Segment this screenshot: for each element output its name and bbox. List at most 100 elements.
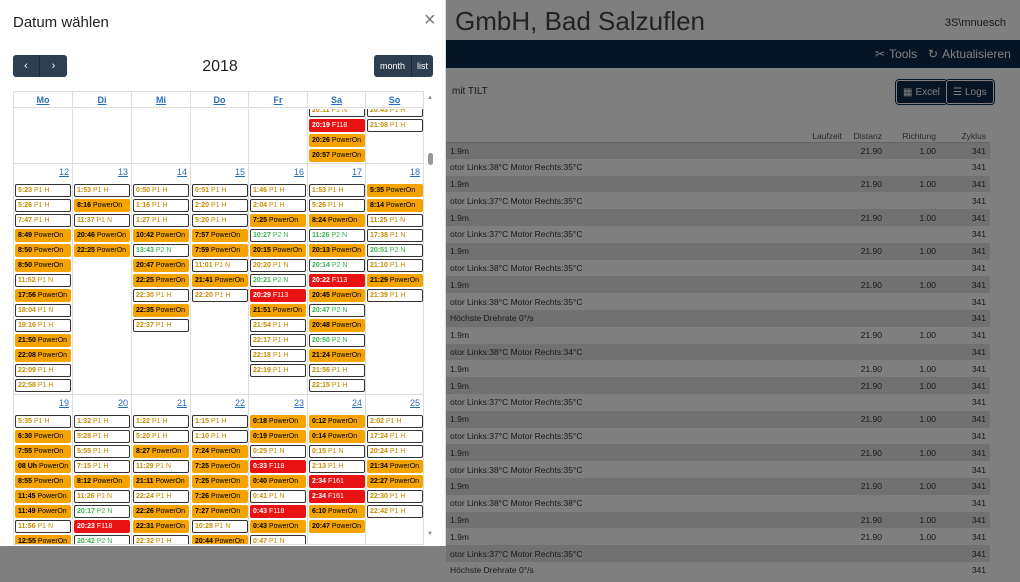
calendar-event[interactable]: 5:35 P1 H xyxy=(15,415,71,428)
calendar-event[interactable]: 20:51 P2 N xyxy=(367,244,423,257)
calendar-day-cell[interactable]: 22 1:15 P1 H 1:10 P1 H 7:24 PowerOn 7:25 Pow… xyxy=(191,395,249,544)
calendar-event[interactable]: 2:34 F161 xyxy=(309,475,365,488)
calendar-event[interactable]: 22:08 PowerOn xyxy=(15,349,71,362)
calendar-event[interactable]: 20:29 F113 xyxy=(250,289,306,302)
calendar-event[interactable]: 11:52 P1 N xyxy=(15,274,71,287)
calendar-event[interactable]: 0:14 PowerOn xyxy=(309,430,365,443)
calendar-event[interactable]: 0:25 P1 N xyxy=(250,445,306,458)
prev-button[interactable]: ‹ xyxy=(13,55,40,77)
calendar-event[interactable]: 21:41 PowerOn xyxy=(192,274,248,287)
calendar-event[interactable]: 17:38 P1 N xyxy=(367,229,423,242)
calendar-event[interactable]: 21:24 PowerOn xyxy=(309,349,365,362)
day-number[interactable]: 25 xyxy=(409,398,420,408)
calendar-event[interactable]: 11:29 P1 N xyxy=(133,460,189,473)
calendar-event[interactable]: 22:25 PowerOn xyxy=(133,274,189,287)
weekday-header[interactable]: So xyxy=(366,92,423,108)
calendar-event[interactable]: 8:24 PowerOn xyxy=(309,214,365,227)
day-number[interactable]: 18 xyxy=(409,167,420,177)
calendar-event[interactable]: 8:55 PowerOn xyxy=(15,475,71,488)
calendar-event[interactable]: 20:15 PowerOn xyxy=(250,244,306,257)
calendar-event[interactable]: 5:35 PowerOn xyxy=(367,184,423,197)
calendar-event[interactable]: 21:39 P1 H xyxy=(367,289,423,302)
calendar-event[interactable]: 2:13 P1 H xyxy=(309,460,365,473)
calendar-event[interactable]: 22:32 P1 H xyxy=(133,535,189,544)
calendar-event[interactable]: 22:24 P1 H xyxy=(133,490,189,503)
calendar-event[interactable]: 7:59 PowerOn xyxy=(192,244,248,257)
calendar-event[interactable]: 17:24 P1 H xyxy=(367,430,423,443)
calendar-event[interactable]: 5:23 P1 H xyxy=(15,184,71,197)
calendar-event[interactable]: 21:29 PowerOn xyxy=(367,274,423,287)
calendar-event[interactable]: 1:53 P1 H xyxy=(309,184,365,197)
calendar-event[interactable]: 20:17 P2 N xyxy=(74,505,130,518)
calendar-event[interactable]: 7:25 PowerOn xyxy=(250,214,306,227)
calendar-scrollbar[interactable]: ▲ ▼ xyxy=(426,91,436,545)
calendar-event[interactable]: 7:15 P1 H xyxy=(74,460,130,473)
calendar-event[interactable]: 1:27 P1 H xyxy=(133,214,189,227)
day-number[interactable]: 24 xyxy=(351,398,362,408)
calendar-event[interactable]: 7:47 P1 H xyxy=(15,214,71,227)
calendar-event[interactable]: 11:25 P1 N xyxy=(367,214,423,227)
calendar-event[interactable]: 20:11 P1 N xyxy=(309,109,365,117)
calendar-event[interactable]: 20:50 P2 N xyxy=(309,334,365,347)
calendar-event[interactable]: 0:33 F118 xyxy=(250,460,306,473)
calendar-event[interactable]: 20:22 F113 xyxy=(309,274,365,287)
calendar-event[interactable]: 19:16 P1 H xyxy=(15,319,71,332)
calendar-event[interactable]: 7:25 PowerOn xyxy=(192,475,248,488)
day-number[interactable]: 23 xyxy=(293,398,304,408)
calendar-event[interactable]: 11:26 P2 N xyxy=(309,229,365,242)
calendar-event[interactable]: 1:32 P1 H xyxy=(74,415,130,428)
calendar-event[interactable]: 20:47 PowerOn xyxy=(309,520,365,533)
calendar-day-cell[interactable]: 13 1:53 P1 H 8:16 PowerOn 11:37 P1 N 20:46 P… xyxy=(73,164,132,395)
calendar-day-cell[interactable]: 21 1:22 P1 H 5:20 P1 H 8:27 PowerOn 11:29 P1… xyxy=(132,395,191,544)
close-icon[interactable]: × xyxy=(424,9,436,31)
calendar-day-cell[interactable]: 14 0:50 P1 H 1:16 P1 H 1:27 P1 H 10:42 Power… xyxy=(132,164,191,395)
calendar-event[interactable]: 22:27 PowerOn xyxy=(367,475,423,488)
calendar-event[interactable]: 20:45 PowerOn xyxy=(309,289,365,302)
calendar-event[interactable]: 6:10 PowerOn xyxy=(309,505,365,518)
calendar-event[interactable]: 22:30 P1 H xyxy=(133,289,189,302)
calendar-event[interactable]: 7:26 PowerOn xyxy=(192,490,248,503)
calendar-day-cell[interactable]: 20 1:32 P1 H 5:28 P1 H 5:55 P1 H 7:15 P1 H 8:… xyxy=(73,395,132,544)
calendar-event[interactable]: 0:41 P1 N xyxy=(250,490,306,503)
calendar-event[interactable]: 11:45 PowerOn xyxy=(15,490,71,503)
calendar-day-cell[interactable]: 25 2:02 P1 H 17:24 P1 H 20:24 P1 H 21:34 Pow… xyxy=(366,395,423,544)
calendar-event[interactable]: 0:47 P1 N xyxy=(250,535,306,544)
calendar-event[interactable]: 1:53 P1 H xyxy=(74,184,130,197)
calendar-day-cell[interactable]: 12 5:23 P1 H 5:26 P1 H 7:47 P1 H 8:49 PowerO… xyxy=(14,164,73,395)
calendar-event[interactable]: 1:10 P1 H xyxy=(192,430,248,443)
calendar-event[interactable]: 7:27 PowerOn xyxy=(192,505,248,518)
calendar-event[interactable]: 2:34 F161 xyxy=(309,490,365,503)
calendar-event[interactable]: 11:49 PowerOn xyxy=(15,505,71,518)
calendar-event[interactable]: 0:50 P1 H xyxy=(133,184,189,197)
calendar-event[interactable]: 22:20 P1 H xyxy=(192,289,248,302)
calendar-day-cell[interactable]: 16 1:46 P1 H 2:04 P1 H 7:25 PowerOn 10:27 P2… xyxy=(249,164,308,395)
calendar-event[interactable]: 5:26 P1 H xyxy=(309,199,365,212)
calendar-day-cell[interactable]: 15 0:51 P1 H 2:20 P1 H 5:20 P1 H 7:57 PowerO… xyxy=(191,164,249,395)
calendar-event[interactable]: 21:50 PowerOn xyxy=(15,334,71,347)
calendar-event[interactable]: 0:18 PowerOn xyxy=(250,415,306,428)
calendar-event[interactable]: 11:26 P1 N xyxy=(74,490,130,503)
weekday-header[interactable]: Di xyxy=(73,92,132,108)
calendar-event[interactable]: 5:55 P1 H xyxy=(74,445,130,458)
calendar-event[interactable]: 11:56 P1 N xyxy=(15,520,71,533)
calendar-event[interactable]: 20:42 P2 N xyxy=(74,535,130,544)
calendar-event[interactable]: 20:13 PowerOn xyxy=(309,244,365,257)
day-number[interactable]: 22 xyxy=(234,398,245,408)
scroll-thumb[interactable] xyxy=(428,153,433,165)
day-number[interactable]: 15 xyxy=(234,167,245,177)
calendar-event[interactable]: 0:12 PowerOn xyxy=(309,415,365,428)
calendar-event[interactable]: 8:50 PowerOn xyxy=(15,244,71,257)
calendar-event[interactable]: 21:51 PowerOn xyxy=(250,304,306,317)
calendar-event[interactable]: 5:20 P1 H xyxy=(133,430,189,443)
calendar-event[interactable]: 8:16 PowerOn xyxy=(74,199,130,212)
calendar-event[interactable]: 22:15 P1 H xyxy=(309,379,365,392)
day-number[interactable]: 16 xyxy=(293,167,304,177)
calendar-day-cell[interactable] xyxy=(191,109,249,164)
calendar-event[interactable]: 10:28 P1 N xyxy=(192,520,248,533)
calendar-day-cell[interactable]: 19 5:35 P1 H 6:30 PowerOn 7:55 PowerOn 08 Uh… xyxy=(14,395,73,544)
calendar-day-cell[interactable] xyxy=(249,109,308,164)
calendar-event[interactable]: 0:15 P1 N xyxy=(309,445,365,458)
calendar-event[interactable]: 6:30 PowerOn xyxy=(15,430,71,443)
calendar-event[interactable]: 21:56 P1 H xyxy=(309,364,365,377)
calendar-event[interactable]: 11:01 P1 N xyxy=(192,259,248,272)
